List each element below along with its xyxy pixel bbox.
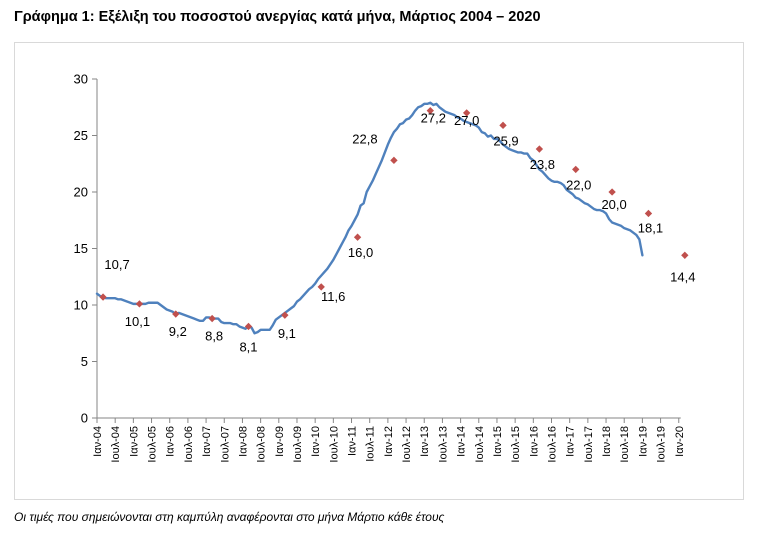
march-marker	[681, 251, 689, 259]
x-tick-label: Ιαν-12	[383, 426, 395, 457]
march-marker	[644, 209, 653, 218]
x-tick-label: Ιουλ-08	[256, 426, 268, 463]
chart-frame: 0 5 10 15 20 25 30 Ιαν-04 Ιουλ-04 Ιαν-05 Ιουλ-05 Ια…	[14, 42, 744, 500]
march-marker	[390, 156, 398, 165]
y-tick-label: 15	[74, 241, 88, 256]
march-marker	[244, 322, 253, 331]
data-label: 8,8	[205, 329, 223, 344]
unemployment-line-chart: 0 5 10 15 20 25 30 Ιαν-04 Ιουλ-04 Ιαν-05 Ιουλ-05 Ια…	[74, 72, 696, 463]
x-tick-label: Ιουλ-09	[292, 426, 304, 463]
x-tick-label: Ιουλ-10	[328, 426, 340, 463]
x-tick-label: Ιαν-05	[128, 426, 140, 457]
march-marker	[353, 233, 362, 241]
data-label: 11,6	[321, 289, 345, 304]
data-label: 9,1	[278, 326, 296, 341]
data-label: 14,4	[670, 269, 695, 284]
x-tick-label: Ιαν-11	[347, 426, 359, 456]
data-label: 27,2	[421, 111, 446, 126]
x-tick-label: Ιουλ-15	[510, 426, 522, 463]
x-tick-label: Ιαν-14	[456, 426, 468, 457]
x-tick-label: Ιουλ-13	[437, 426, 449, 463]
x-tick-label: Ιαν-07	[201, 426, 213, 457]
data-label: 10,1	[125, 314, 150, 329]
unemployment-series-line	[95, 101, 644, 335]
x-tick-label: Ιουλ-11	[365, 426, 377, 462]
data-label: 18,1	[638, 220, 663, 235]
data-label: 22,8	[352, 131, 377, 146]
x-tick-label: Ιαν-13	[419, 426, 431, 457]
x-tick-label: Ιουλ-07	[219, 426, 231, 463]
march-marker	[208, 314, 216, 323]
march-marker	[99, 293, 107, 301]
x-tick-label: Ιουλ-19	[656, 426, 668, 463]
march-marker	[135, 300, 144, 308]
march-marker	[462, 109, 471, 117]
y-tick-label: 25	[74, 128, 88, 143]
x-tick-label: Ιουλ-14	[474, 426, 486, 463]
x-tick-label: Ιουλ-16	[547, 426, 559, 463]
x-tick-label: Ιαν-20	[674, 426, 686, 457]
x-tick-label: Ιουλ-12	[401, 426, 413, 463]
chart-title: Γράφημα 1: Εξέλιξη του ποσοστού ανεργίας…	[14, 9, 541, 25]
march-marker	[172, 310, 180, 318]
march-marker	[572, 165, 580, 174]
x-tick-label: Ιαν-16	[528, 426, 540, 457]
x-tick-label: Ιαν-19	[637, 426, 649, 457]
x-tick-label: Ιαν-04	[92, 426, 104, 457]
x-tick-label: Ιαν-09	[274, 426, 286, 457]
march-marker	[499, 121, 507, 130]
data-label: 9,2	[169, 324, 187, 339]
data-label: 22,0	[566, 177, 591, 192]
x-tick-label: Ιαν-06	[165, 426, 177, 457]
data-label: 10,7	[104, 257, 129, 272]
x-tick-label: Ιουλ-18	[619, 426, 631, 463]
y-tick-label: 0	[81, 411, 88, 426]
data-label: 23,8	[530, 157, 555, 172]
y-tick-label: 20	[74, 185, 88, 200]
y-tick-label: 5	[81, 354, 88, 369]
march-marker	[535, 145, 544, 153]
data-label: 27,0	[454, 113, 479, 128]
x-tick-label: Ιαν-10	[310, 426, 322, 457]
footnote: Οι τιμές που σημειώνονται στη καμπύλη αν…	[14, 510, 445, 524]
data-label: 25,9	[493, 133, 518, 148]
x-tick-label: Ιουλ-04	[110, 426, 122, 463]
march-marker	[608, 188, 616, 196]
x-tick-label: Ιαν-08	[237, 426, 249, 457]
data-label: 20,0	[601, 197, 626, 212]
march-marker	[281, 311, 289, 319]
x-tick-label: Ιαν-17	[565, 426, 577, 457]
x-tick-label: Ιαν-18	[601, 426, 613, 457]
x-tick-label: Ιαν-15	[492, 426, 504, 457]
y-tick-label: 10	[74, 298, 88, 313]
x-tick-label: Ιουλ-17	[583, 426, 595, 463]
y-tick-label: 30	[74, 72, 88, 87]
x-tick-label: Ιουλ-05	[147, 426, 159, 463]
data-label: 16,0	[348, 245, 373, 260]
data-label: 8,1	[239, 339, 257, 354]
x-tick-label: Ιουλ-06	[183, 426, 195, 463]
